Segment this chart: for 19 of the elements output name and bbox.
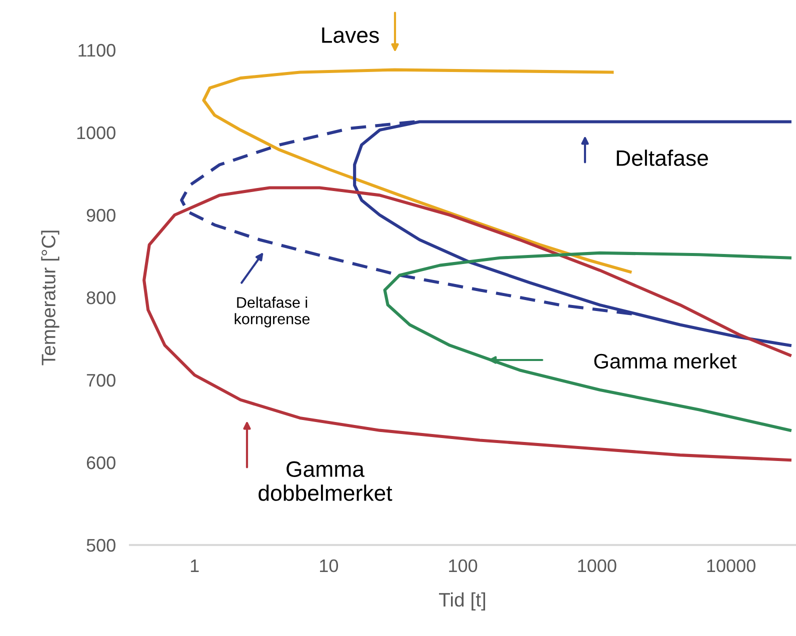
y-tick-label: 700 [86,374,116,387]
y-tick-label: 900 [86,208,116,222]
y-tick-label: 500 [86,538,116,552]
x-axis-title: Tid [t] [438,592,486,611]
y-tick-label: 1100 [78,44,116,57]
annotation: Gamma merket [594,353,737,369]
x-tick-label: 10000 [707,559,756,572]
annotation: Deltafase [616,150,708,166]
x-tick-label: 10 [320,559,338,572]
y-tick-label: 800 [86,291,116,304]
y-axis-title: Temperatur [°C] [41,230,60,366]
annotation: Gamma dobbelmerket [258,461,392,501]
annotation: Deltafase i korngrense [234,296,310,328]
x-tick-label: 100 [449,559,478,572]
y-tick-label: 600 [86,456,116,470]
y-tick-label: 1000 [77,126,116,140]
x-tick-label: 1 [190,560,199,572]
x-tick-label: 1000 [578,559,616,572]
text: Laves [322,27,379,43]
